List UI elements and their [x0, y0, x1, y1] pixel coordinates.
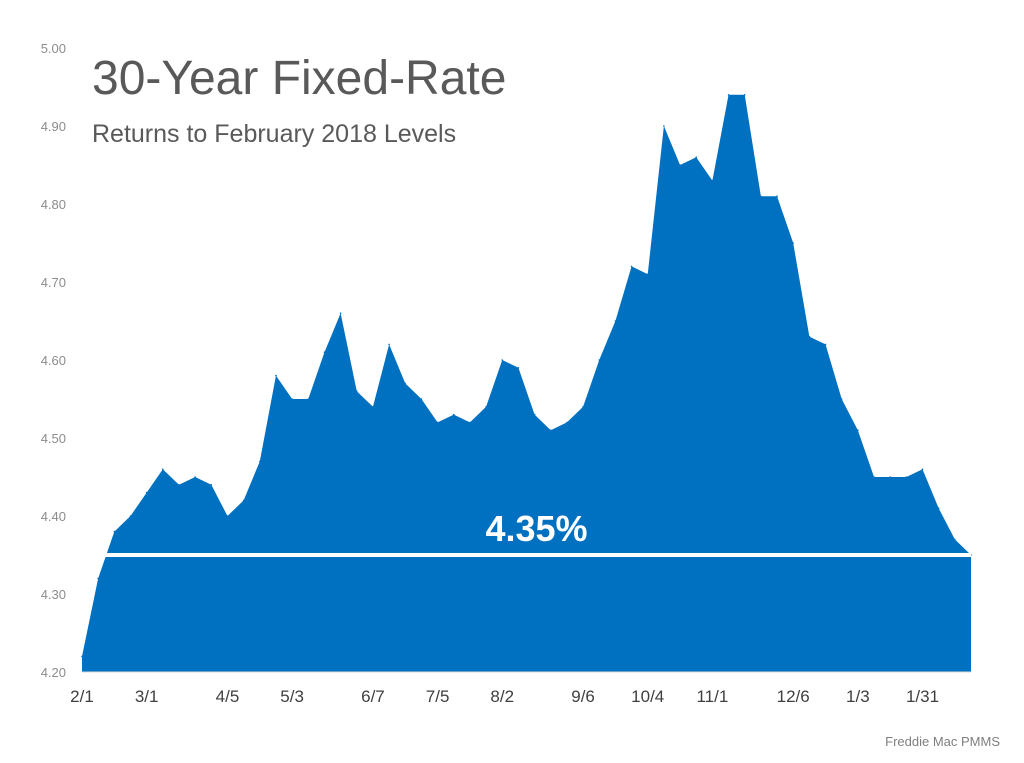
data-point: [501, 359, 504, 361]
data-point: [307, 398, 310, 400]
data-point: [695, 156, 698, 158]
data-point: [323, 351, 326, 354]
x-tick-label: 1/3: [846, 687, 870, 706]
data-point: [663, 125, 665, 127]
y-tick-label: 4.90: [41, 119, 66, 134]
data-point: [776, 195, 778, 197]
x-tick-label: 7/5: [426, 687, 450, 706]
data-point: [517, 367, 520, 369]
data-point: [194, 476, 196, 478]
x-axis: 2/1 3/1 4/5 5/3 6/7 7/5 8/2 9/6 10/4 11/1 12/6 1/3 1…: [70, 671, 971, 706]
data-point: [808, 335, 811, 338]
data-point: [420, 398, 423, 400]
x-tick-label: 9/6: [571, 687, 595, 706]
data-point: [630, 265, 633, 268]
data-point: [743, 94, 746, 96]
y-tick-label: 4.20: [41, 665, 66, 680]
data-point: [679, 164, 681, 166]
data-point: [727, 94, 730, 96]
data-point: [388, 343, 390, 346]
data-point: [97, 577, 99, 580]
data-point: [226, 515, 229, 517]
data-point: [81, 655, 83, 658]
x-tick-label: 4/5: [216, 687, 240, 706]
data-point: [598, 359, 601, 361]
data-point: [372, 406, 374, 408]
y-tick-label: 4.60: [41, 353, 66, 368]
data-point: [873, 476, 875, 478]
chart-title: 30-Year Fixed-Rate: [92, 52, 506, 105]
data-point: [404, 382, 407, 385]
chart-subtitle: Returns to February 2018 Levels: [92, 120, 456, 148]
data-point: [824, 343, 827, 346]
x-tick-label: 8/2: [490, 687, 514, 706]
data-point: [178, 484, 180, 486]
data-point: [954, 538, 956, 541]
data-point: [921, 468, 924, 471]
data-point: [355, 390, 358, 393]
data-point: [582, 406, 584, 408]
data-point: [339, 312, 342, 315]
data-point: [485, 406, 487, 408]
data-point: [857, 429, 859, 432]
data-point: [145, 491, 148, 494]
data-point: [436, 421, 439, 424]
x-tick-label: 5/3: [280, 687, 304, 706]
data-point: [840, 398, 843, 400]
reference-line-label: 4.35%: [485, 508, 587, 549]
x-tick-label: 11/1: [696, 687, 728, 706]
data-point: [566, 421, 568, 424]
data-point: [889, 476, 891, 478]
data-point: [291, 398, 293, 400]
y-tick-label: 4.70: [41, 275, 66, 290]
data-point: [549, 429, 552, 432]
data-point: [937, 507, 940, 510]
data-point: [469, 421, 471, 424]
data-point: [614, 320, 617, 322]
series-area-path: [82, 94, 971, 673]
data-point: [533, 413, 536, 416]
y-tick-label: 4.40: [41, 509, 66, 524]
data-point: [259, 460, 261, 463]
data-point: [792, 242, 794, 244]
x-tick-label: 10/4: [631, 687, 664, 706]
y-tick-label: 4.80: [41, 197, 66, 212]
x-tick-label: 2/1: [70, 687, 94, 706]
data-point: [210, 484, 213, 486]
y-tick-label: 5.00: [41, 41, 66, 56]
data-point: [242, 499, 245, 502]
x-tick-label: 1/31: [906, 687, 939, 706]
data-point: [760, 195, 762, 197]
source-label: Freddie Mac PMMS: [885, 734, 1000, 749]
data-point: [129, 515, 132, 517]
data-point: [162, 468, 164, 471]
data-point: [711, 179, 714, 182]
data-point: [905, 476, 908, 478]
reference-line-group: 4.35%: [102, 508, 971, 557]
data-point: [275, 374, 277, 377]
x-tick-label: 6/7: [361, 687, 385, 706]
series-area: [81, 94, 972, 673]
x-tick-label: 3/1: [135, 687, 159, 706]
data-point: [646, 273, 649, 276]
x-tick-label: 12/6: [777, 687, 810, 706]
y-tick-label: 4.50: [41, 431, 66, 446]
y-tick-label: 4.30: [41, 587, 66, 602]
data-point: [113, 530, 116, 533]
data-point: [452, 413, 455, 416]
y-axis: 4.20 4.30 4.40 4.50 4.60 4.70 4.80 4.90 5.00: [41, 41, 66, 680]
